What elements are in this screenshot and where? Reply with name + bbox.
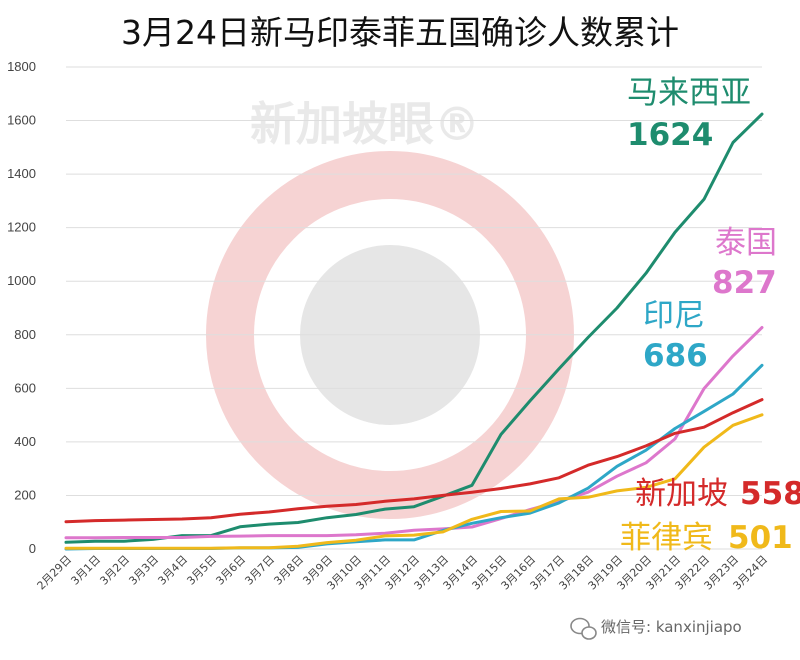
wechat-icon	[570, 617, 597, 640]
y-tick-label: 1400	[7, 166, 36, 181]
series-value-1: 827	[712, 265, 777, 301]
series-name-3: 新加坡	[635, 476, 728, 512]
series-value-0: 1624	[627, 117, 713, 153]
series-value-2: 686	[643, 338, 708, 374]
series-line-4	[64, 413, 764, 550]
y-tick-label: 1200	[7, 220, 36, 235]
y-tick-label: 400	[14, 434, 36, 449]
series-lines	[64, 112, 764, 551]
x-axis: 2月29日3月1日3月2日3月3日3月4日3月5日3月6日3月7日3月8日3月9…	[35, 553, 771, 593]
grid	[66, 66, 762, 550]
x-tick-label: 3月7日	[242, 553, 277, 588]
x-tick-label: 3月1日	[68, 553, 103, 588]
x-tick-label: 3月6日	[213, 553, 248, 588]
series-value-3: 558	[740, 476, 800, 512]
series-name-4: 菲律宾	[620, 520, 713, 556]
x-tick-label: 3月5日	[184, 553, 219, 588]
x-tick-label: 3月8日	[271, 553, 306, 588]
y-tick-label: 1800	[7, 59, 36, 74]
x-tick-label: 2月29日	[35, 553, 75, 593]
series-name-1: 泰国	[715, 225, 777, 261]
watermark-text: 新加坡眼®	[250, 97, 480, 151]
chart-title: 3月24日新马印泰菲五国确诊人数累计	[121, 13, 679, 52]
series-line-3	[64, 398, 764, 524]
series-line-1	[64, 326, 764, 540]
y-axis: 0 200 400 600 800 1000 1200 1400 1600 1800	[7, 59, 36, 556]
series-name-2: 印尼	[643, 298, 705, 334]
y-tick-label: 1000	[7, 273, 36, 288]
x-tick-label: 3月4日	[155, 553, 190, 588]
y-tick-label: 600	[14, 380, 36, 395]
x-tick-label: 3月3日	[126, 553, 161, 588]
footer-text: 微信号: kanxinjiapo	[601, 618, 742, 636]
y-tick-label: 800	[14, 327, 36, 342]
footer: 微信号: kanxinjiapo	[570, 617, 742, 640]
y-tick-label: 1600	[7, 113, 36, 128]
y-tick-label: 200	[14, 487, 36, 502]
series-name-0: 马来西亚	[627, 75, 751, 111]
x-tick-label: 3月2日	[97, 553, 132, 588]
y-tick-label: 0	[29, 541, 36, 556]
series-line-0	[64, 112, 764, 544]
series-value-4: 501	[728, 520, 793, 556]
